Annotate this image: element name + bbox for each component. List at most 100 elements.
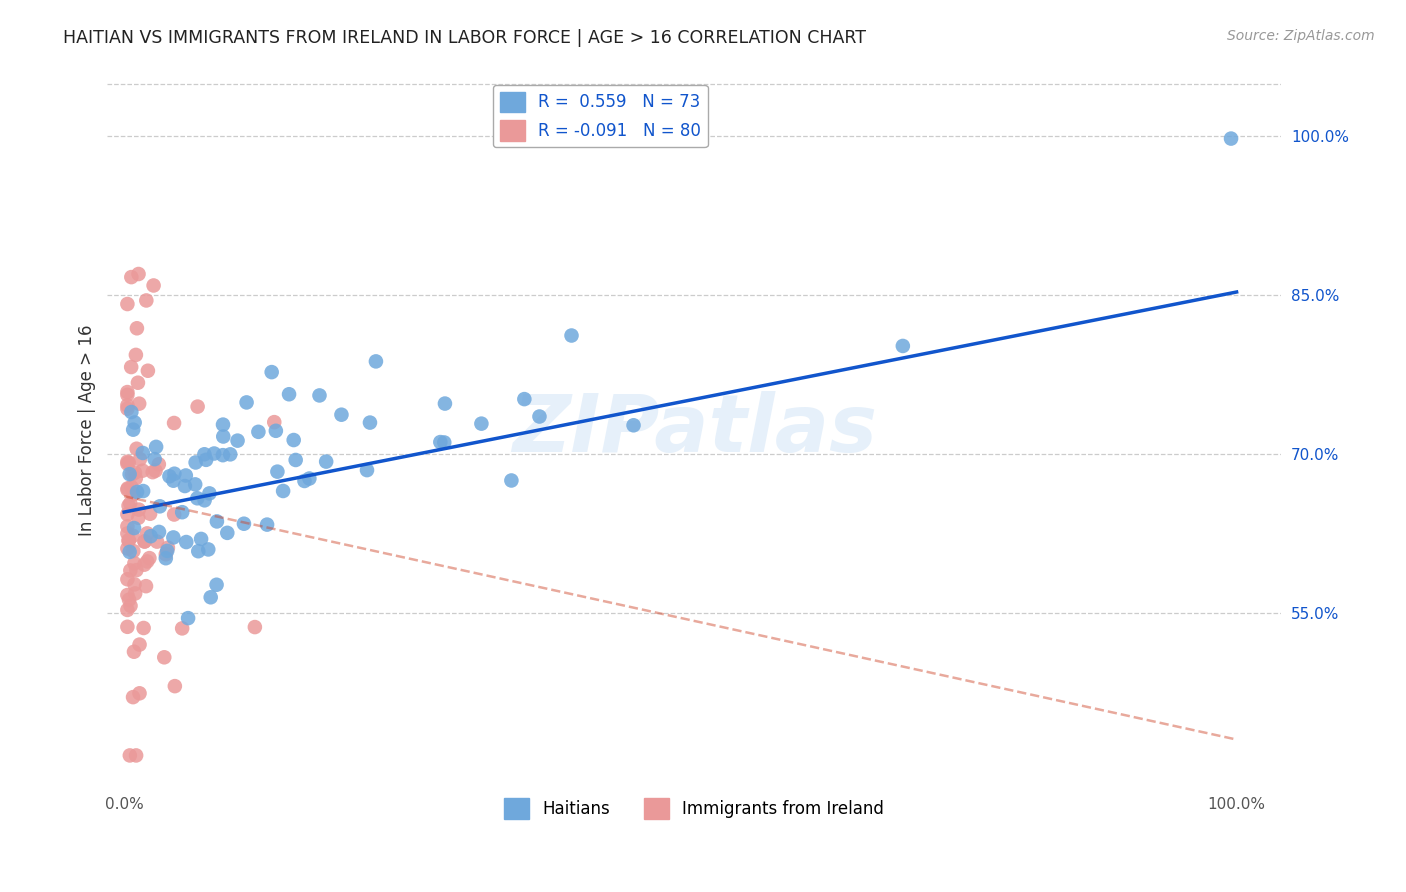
Point [226,434,249,448]
Point [260,365,283,379]
Point [156,541,179,555]
Point [205,515,228,529]
Point [359,416,381,430]
Point [433,435,456,450]
Point [127,510,149,524]
Point [121,529,143,543]
Point [122,690,145,705]
Point [162,531,184,545]
Point [264,424,287,438]
Point [184,477,207,491]
Point [120,564,142,578]
Point [271,483,294,498]
Point [134,534,156,549]
Point [120,405,142,419]
Point [128,397,150,411]
Point [217,525,239,540]
Point [212,429,235,443]
Point [187,400,209,414]
Point [501,474,523,488]
Point [117,483,139,497]
Point [128,638,150,652]
Point [139,507,162,521]
Point [132,621,155,635]
Point [122,487,145,501]
Point [163,508,186,522]
Point [433,396,456,410]
Point [122,645,145,659]
Point [125,563,148,577]
Point [125,471,148,485]
Point [134,534,156,549]
Point [205,578,228,592]
Point [174,468,197,483]
Point [891,339,914,353]
Point [122,521,145,535]
Point [134,558,156,572]
Point [212,448,235,462]
Point [128,267,150,281]
Point [125,348,148,362]
Point [124,466,146,480]
Point [132,483,155,498]
Y-axis label: In Labor Force | Age > 16: In Labor Force | Age > 16 [79,325,96,536]
Point [163,679,186,693]
Point [156,544,179,558]
Point [212,417,235,432]
Point [120,270,142,285]
Point [195,453,218,467]
Point [120,480,142,494]
Point [148,524,170,539]
Point [117,541,139,556]
Point [263,415,285,429]
Point [118,545,141,559]
Point [127,376,149,390]
Point [131,464,153,478]
Point [117,457,139,471]
Point [148,457,170,471]
Point [117,499,139,513]
Point [235,395,257,409]
Point [118,456,141,470]
Point [243,620,266,634]
Point [233,516,256,531]
Point [266,465,288,479]
Point [120,599,142,613]
Point [155,547,177,561]
Point [122,487,145,501]
Point [197,542,219,557]
Point [117,455,139,469]
Point [513,392,536,406]
Point [117,526,139,541]
Point [173,479,195,493]
Point [117,508,139,522]
Point [128,686,150,700]
Point [177,611,200,625]
Point [132,446,155,460]
Point [163,467,186,481]
Point [364,354,387,368]
Point [117,398,139,412]
Text: Source: ZipAtlas.com: Source: ZipAtlas.com [1227,29,1375,43]
Point [128,502,150,516]
Point [187,544,209,558]
Point [125,748,148,763]
Point [256,517,278,532]
Point [172,621,194,635]
Point [139,529,162,543]
Point [145,440,167,454]
Point [136,526,159,541]
Point [125,321,148,335]
Point [122,423,145,437]
Point [117,620,139,634]
Point [135,293,157,308]
Point [470,417,492,431]
Legend: Haitians, Immigrants from Ireland: Haitians, Immigrants from Ireland [498,791,891,825]
Point [162,474,184,488]
Point [560,328,582,343]
Point [172,505,194,519]
Point [118,592,141,607]
Point [117,572,139,586]
Point [200,591,222,605]
Point [129,452,152,467]
